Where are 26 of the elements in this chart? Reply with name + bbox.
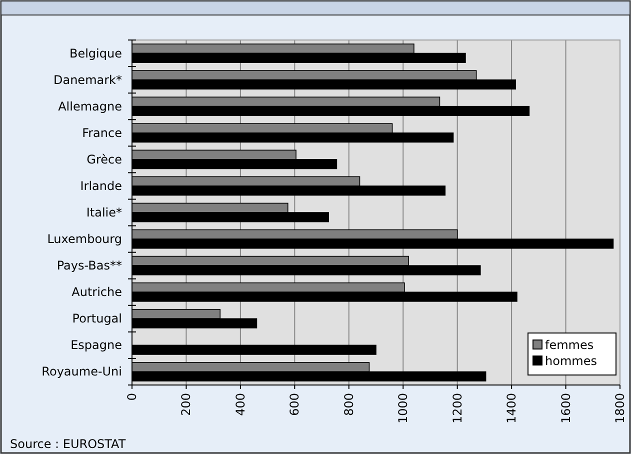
x-tick-label: 1800: [613, 393, 627, 424]
source-note: Source : EUROSTAT: [10, 437, 126, 451]
y-tick-label: Allemagne: [58, 99, 122, 114]
x-tick-label: 600: [288, 393, 302, 416]
y-tick-label: Danemark*: [53, 72, 122, 87]
y-tick-label: France: [82, 126, 122, 140]
legend-label: hommes: [545, 354, 597, 368]
y-tick-label: Grèce: [86, 152, 122, 166]
y-tick-label: Belgique: [69, 46, 122, 60]
x-tick-label: 0: [125, 393, 139, 401]
y-tick-label: Italie*: [86, 206, 122, 220]
x-tick-label: 1400: [504, 393, 519, 424]
y-tick-label: Luxembourg: [47, 232, 122, 246]
y-tick-label: Autriche: [72, 285, 122, 300]
y-tick-label: Portugal: [72, 312, 122, 326]
y-tick-label: Royaume-Uni: [42, 364, 122, 379]
x-tick-label: 200: [179, 393, 194, 416]
x-tick-label: 800: [342, 393, 356, 416]
x-tick-label: 1000: [396, 393, 410, 424]
y-tick-label: Irlande: [80, 178, 122, 193]
x-tick-label: 400: [233, 393, 248, 416]
x-tick-label: 1200: [450, 393, 464, 424]
y-tick-label: Pays-Bas**: [56, 258, 122, 273]
y-tick-label: Espagne: [70, 338, 122, 352]
legend-label: femmes: [545, 338, 594, 352]
x-tick-label: 1600: [558, 393, 573, 424]
